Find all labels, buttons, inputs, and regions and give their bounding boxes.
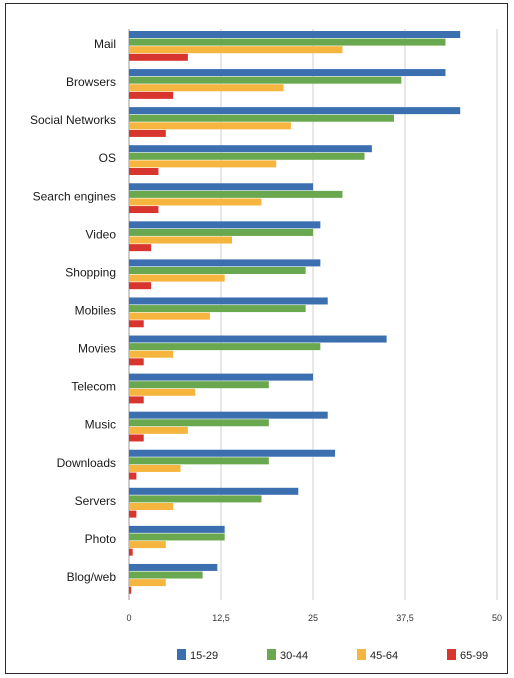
bar-65-99 [129,53,188,61]
bar-30-44 [129,343,321,351]
bar-65-99 [129,129,166,137]
category-label: Downloads [57,456,116,470]
bar-15-29 [129,107,461,115]
bar-65-99 [129,586,132,594]
bar-15-29 [129,183,313,191]
x-tick-label: 25 [308,613,318,623]
bar-30-44 [129,190,343,198]
bar-30-44 [129,419,269,427]
bar-30-44 [129,571,203,579]
bar-15-29 [129,563,218,571]
category-label: Video [86,227,117,241]
bar-65-99 [129,282,152,290]
bar-45-64 [129,274,225,282]
category-label: Social Networks [30,113,116,127]
bar-30-44 [129,305,306,313]
bar-30-44 [129,495,262,503]
bar-65-99 [129,244,152,252]
category-label: Servers [75,494,116,508]
bar-65-99 [129,434,144,442]
bar-45-64 [129,236,233,244]
bar-15-29 [129,221,321,229]
category-label: Blog/web [67,570,117,584]
bar-65-99 [129,510,137,518]
bar-30-44 [129,457,269,465]
bar-45-64 [129,46,343,54]
bar-15-29 [129,69,446,77]
bar-45-64 [129,503,174,510]
category-label: Search engines [33,189,116,203]
bar-30-44 [129,267,306,274]
category-label: Shopping [65,265,116,279]
x-tick-label: 50 [492,613,502,623]
bar-45-64 [129,312,210,320]
bar-65-99 [129,548,133,556]
bar-45-64 [129,388,196,396]
category-label: Mail [94,37,116,51]
category-label: Browsers [66,75,116,89]
bar-65-99 [129,206,159,214]
bar-15-29 [129,31,461,38]
legend-label: 30-44 [280,650,308,662]
bar-45-64 [129,350,174,358]
x-tick-label: 0 [126,613,131,623]
bar-15-29 [129,145,372,153]
bar-65-99 [129,396,144,404]
legend-swatch-45-64 [357,649,366,660]
bar-15-29 [129,373,313,381]
bar-30-44 [129,38,446,46]
category-label: Music [85,418,116,432]
bar-65-99 [129,320,144,328]
bar-30-44 [129,381,269,389]
bar-15-29 [129,335,387,343]
bar-45-64 [129,122,291,130]
bar-15-29 [129,525,225,533]
legend-swatch-65-99 [447,649,456,660]
legend-label: 45-64 [370,650,398,662]
bar-45-64 [129,160,277,168]
bar-30-44 [129,228,313,236]
legend-swatch-15-29 [177,649,186,660]
bar-45-64 [129,464,181,472]
bar-15-29 [129,487,299,495]
bar-45-64 [129,426,188,434]
bar-30-44 [129,533,225,541]
bar-15-29 [129,411,328,419]
category-label: Photo [85,532,117,546]
legend-label: 15-29 [190,650,218,662]
bar-45-64 [129,579,166,587]
category-label: Movies [78,342,116,356]
bar-30-44 [129,152,365,160]
bar-30-44 [129,114,394,122]
bar-65-99 [129,358,144,366]
bar-45-64 [129,541,166,549]
x-tick-label: 37,5 [396,613,414,623]
bar-30-44 [129,76,402,84]
category-label: Mobiles [75,304,116,318]
legend-swatch-30-44 [267,649,276,660]
category-label: Telecom [71,380,116,394]
bar-15-29 [129,297,328,305]
category-label: OS [99,151,116,165]
bar-45-64 [129,198,262,206]
bar-15-29 [129,259,321,267]
bar-65-99 [129,472,137,480]
x-tick-label: 12,5 [212,613,230,623]
bar-65-99 [129,91,174,99]
legend-label: 65-99 [460,650,488,662]
bar-65-99 [129,168,159,175]
bar-45-64 [129,84,284,92]
bar-15-29 [129,449,336,457]
